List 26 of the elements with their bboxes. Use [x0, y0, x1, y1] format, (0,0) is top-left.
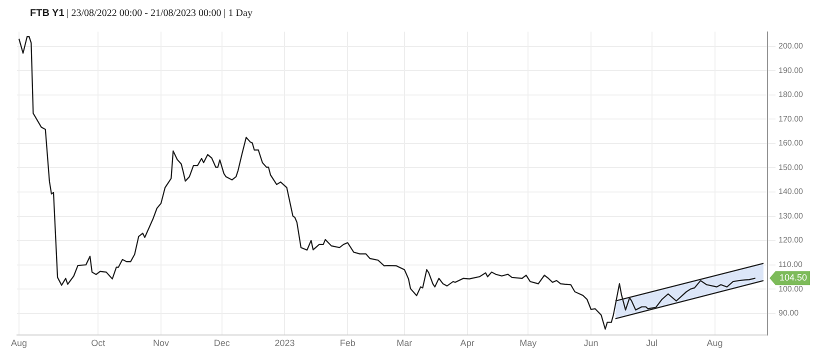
x-tick-label: Aug: [11, 338, 28, 348]
y-tick-label: 130.00: [778, 211, 804, 220]
x-tick-label: Feb: [340, 338, 356, 348]
y-tick-label: 180.00: [778, 90, 804, 100]
y-tick-label: 170.00: [778, 114, 804, 124]
y-tick-label: 120.00: [778, 236, 804, 245]
x-tick-label: Jun: [584, 338, 598, 348]
x-tick-label: Jul: [646, 338, 658, 348]
y-tick-label: 140.00: [778, 187, 804, 196]
x-tick-label: Nov: [152, 338, 170, 348]
x-tick-label: Aug: [706, 338, 723, 348]
x-tick-label: Apr: [460, 338, 474, 348]
y-tick-label: 90.00: [778, 308, 800, 318]
x-tick-label: Dec: [214, 338, 230, 348]
y-tick-label: 190.00: [778, 66, 804, 75]
x-tick-label: Mar: [396, 338, 412, 348]
y-tick-label: 200.00: [778, 42, 804, 51]
x-tick-label: Oct: [91, 338, 106, 348]
chart-title: FTB Y1 | 23/08/2022 00:00 - 21/08/2023 00:00 | 1 Day: [30, 8, 252, 19]
x-tick-label: 2023: [274, 338, 295, 348]
x-tick-label: May: [520, 338, 538, 348]
y-tick-label: 110.00: [778, 260, 803, 270]
y-tick-label: 150.00: [778, 162, 804, 172]
y-tick-label: 100.00: [778, 284, 804, 294]
annotation: 104.50: [780, 272, 808, 283]
y-tick-label: 160.00: [778, 138, 804, 148]
